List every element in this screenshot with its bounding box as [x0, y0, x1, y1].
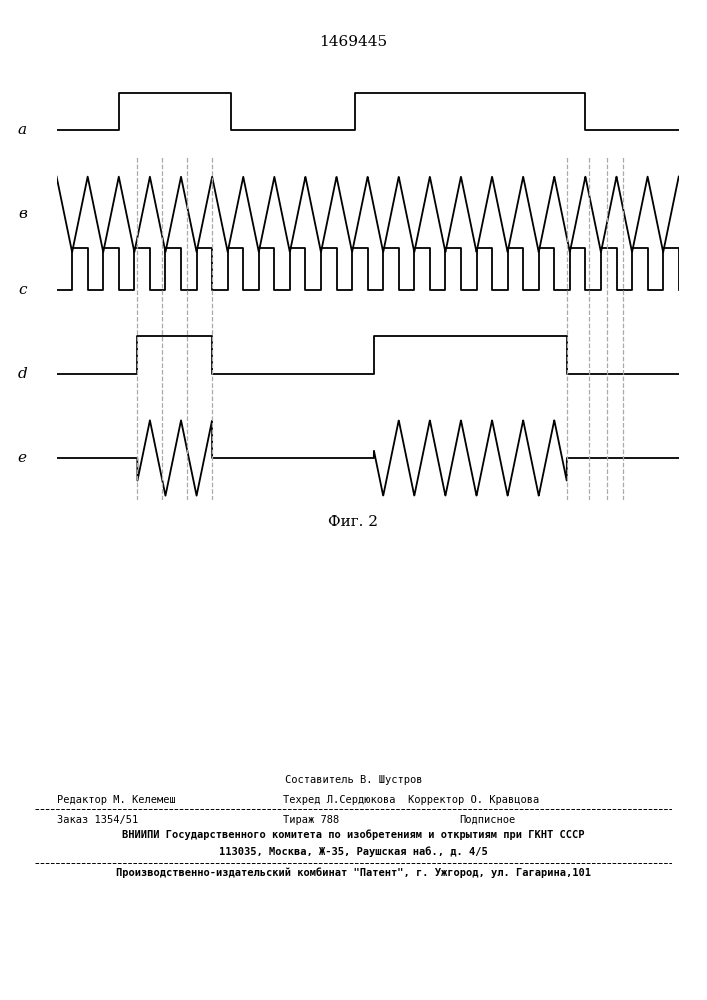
- Text: Составитель В. Шустров: Составитель В. Шустров: [285, 775, 422, 785]
- Text: 113035, Москва, Ж-35, Раушская наб., д. 4/5: 113035, Москва, Ж-35, Раушская наб., д. …: [219, 846, 488, 857]
- Text: Тираж 788: Тираж 788: [283, 815, 339, 825]
- Text: в: в: [18, 207, 27, 221]
- Text: Заказ 1354/51: Заказ 1354/51: [57, 815, 138, 825]
- Text: Редактор М. Келемеш: Редактор М. Келемеш: [57, 795, 175, 805]
- Text: Производственно-издательский комбинат "Патент", г. Ужгород, ул. Гагарина,101: Производственно-издательский комбинат "П…: [116, 867, 591, 878]
- Text: е: е: [18, 451, 27, 465]
- Text: c: c: [18, 283, 27, 297]
- Text: 1469445: 1469445: [320, 35, 387, 49]
- Text: ВНИИПИ Государственного комитета по изобретениям и открытиям при ГКНТ СССР: ВНИИПИ Государственного комитета по изоб…: [122, 829, 585, 840]
- Text: Техред Л.Сердюкова  Корректор О. Кравцова: Техред Л.Сердюкова Корректор О. Кравцова: [283, 795, 539, 805]
- Text: Фиг. 2: Фиг. 2: [329, 515, 378, 529]
- Text: Подписное: Подписное: [460, 815, 516, 825]
- Text: d: d: [18, 367, 27, 381]
- Text: a: a: [18, 123, 27, 137]
